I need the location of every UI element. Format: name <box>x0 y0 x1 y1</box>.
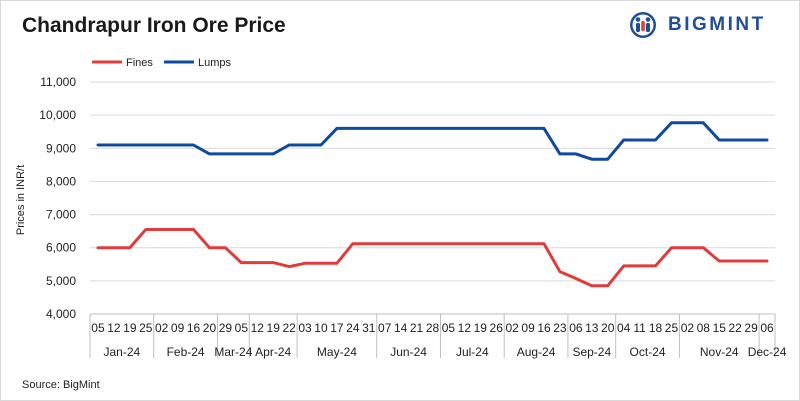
month-label: Sep-24 <box>572 345 611 359</box>
x-tick-label: 28 <box>426 321 440 335</box>
legend-label-fines: Fines <box>126 57 153 69</box>
y-tick-label: 8,000 <box>46 174 76 188</box>
month-label: Apr-24 <box>255 345 291 359</box>
x-tick-label: 08 <box>697 321 711 335</box>
month-label: Oct-24 <box>630 345 666 359</box>
y-tick-label: 11,000 <box>40 75 76 89</box>
x-tick-label: 22 <box>728 321 742 335</box>
x-tick-label: 12 <box>251 321 265 335</box>
x-tick-label: 05 <box>91 321 105 335</box>
x-tick-label: 25 <box>139 321 153 335</box>
series-line-lumps <box>96 121 769 161</box>
x-tick-label: 18 <box>649 321 663 335</box>
x-tick-label: 12 <box>107 321 121 335</box>
x-tick-label: 16 <box>187 321 201 335</box>
x-tick-label: 26 <box>490 321 504 335</box>
month-label: Jan-24 <box>104 345 141 359</box>
x-tick-label: 02 <box>155 321 169 335</box>
month-label: Jun-24 <box>390 345 427 359</box>
x-tick-label: 21 <box>410 321 424 335</box>
x-tick-label: 19 <box>474 321 488 335</box>
series-group <box>96 121 769 288</box>
y-tick-label: 6,000 <box>46 241 76 255</box>
month-label: Nov-24 <box>700 345 739 359</box>
logo-text: BIGMINT <box>668 14 766 35</box>
x-tick-label: 05 <box>442 321 456 335</box>
month-label: Dec-24 <box>748 345 787 359</box>
x-tick-label: 14 <box>394 321 408 335</box>
x-tick-label: 07 <box>378 321 392 335</box>
legend-label-lumps: Lumps <box>198 57 232 69</box>
x-tick-label: 06 <box>569 321 583 335</box>
x-tick-label: 10 <box>314 321 328 335</box>
x-tick-label: 02 <box>681 321 695 335</box>
bigmint-logo: BIGMINT <box>628 10 788 40</box>
x-tick-label: 04 <box>617 321 631 335</box>
y-tick-label: 10,000 <box>39 108 76 122</box>
x-tick-label: 23 <box>553 321 567 335</box>
x-tick-label: 16 <box>537 321 551 335</box>
series-line-fines <box>96 228 769 288</box>
chart-title: Chandrapur Iron Ore Price <box>22 14 286 37</box>
x-tick-label: 19 <box>267 321 281 335</box>
x-tick-label: 02 <box>505 321 519 335</box>
x-tick-label: 24 <box>346 321 360 335</box>
x-tick-label: 22 <box>282 321 296 335</box>
x-axis: 05 12 19 25 02 09 16 20 29 05 12 19 22 03 10 17 24 31 07 14… <box>89 313 787 359</box>
x-tick-label: 09 <box>171 321 185 335</box>
x-tick-label: 20 <box>203 321 217 335</box>
x-tick-label: 12 <box>458 321 472 335</box>
x-tick-label: 25 <box>665 321 679 335</box>
x-tick-label: 06 <box>760 321 774 335</box>
x-tick-label: 13 <box>585 321 599 335</box>
legend: Fines Lumps <box>92 57 232 69</box>
month-label: Feb-24 <box>167 345 205 359</box>
x-tick-label: 29 <box>219 321 233 335</box>
month-label: Jul-24 <box>456 345 489 359</box>
y-tick-label: 5,000 <box>46 274 76 288</box>
y-tick-label: 4,000 <box>46 307 76 321</box>
y-axis-label: Prices in INR/t <box>15 165 27 235</box>
month-label: Aug-24 <box>517 345 556 359</box>
month-label: May-24 <box>317 345 357 359</box>
grid-lines <box>90 81 775 315</box>
bigmint-logo-icon <box>630 12 656 38</box>
y-axis: 4,000 5,000 6,000 7,000 8,000 9,000 10,000 11,0… <box>39 75 76 321</box>
x-tick-label: 20 <box>601 321 615 335</box>
x-tick-label: 31 <box>362 321 376 335</box>
month-label: Mar-24 <box>214 345 252 359</box>
x-tick-label: 09 <box>521 321 535 335</box>
x-tick-label: 03 <box>298 321 312 335</box>
x-tick-label: 29 <box>744 321 758 335</box>
y-tick-label: 7,000 <box>46 208 76 222</box>
source-note: Source: BigMint <box>22 379 100 391</box>
x-tick-label: 19 <box>123 321 137 335</box>
x-tick-label: 05 <box>235 321 249 335</box>
x-tick-label: 15 <box>713 321 727 335</box>
x-tick-label: 11 <box>633 321 646 335</box>
x-tick-label: 17 <box>330 321 344 335</box>
y-tick-label: 9,000 <box>46 141 76 155</box>
